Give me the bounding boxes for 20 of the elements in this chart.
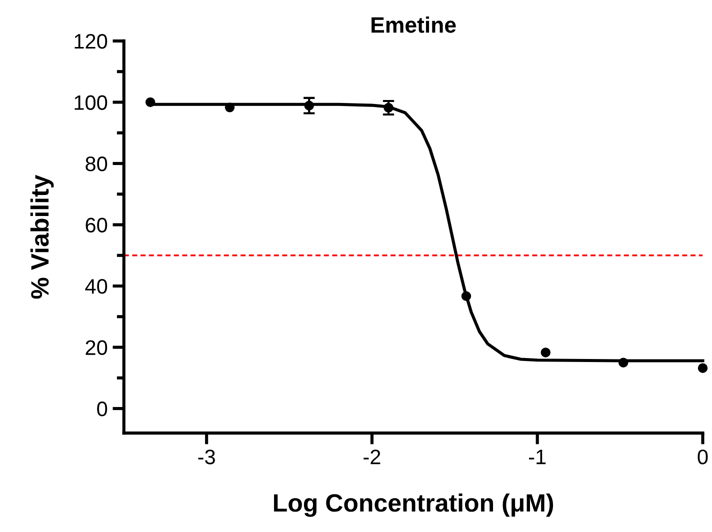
point <box>540 348 550 358</box>
y-tick-label: 60 <box>86 218 108 233</box>
point <box>145 97 156 108</box>
x-tick-label: -3 <box>198 450 215 464</box>
y-tick-label: 40 <box>85 279 108 294</box>
point <box>461 291 472 301</box>
point <box>618 358 628 368</box>
x-tick-label: -2 <box>364 450 380 464</box>
y-tick-label: 80 <box>86 156 108 172</box>
y-tick-label: 120 <box>74 34 108 49</box>
y-tick-label: 20 <box>86 340 108 356</box>
x-tick-label: -1 <box>529 450 546 464</box>
x-tick-label: 0 <box>698 450 708 464</box>
x-axis-title: Log Concentration (μM) <box>274 493 554 517</box>
y-axis-title: % Viability <box>30 174 54 299</box>
point <box>698 363 708 373</box>
point <box>224 102 235 112</box>
y-tick-label: 0 <box>97 402 108 416</box>
y-tick-label: 100 <box>74 95 108 110</box>
chart-title: Emetine <box>372 16 456 33</box>
